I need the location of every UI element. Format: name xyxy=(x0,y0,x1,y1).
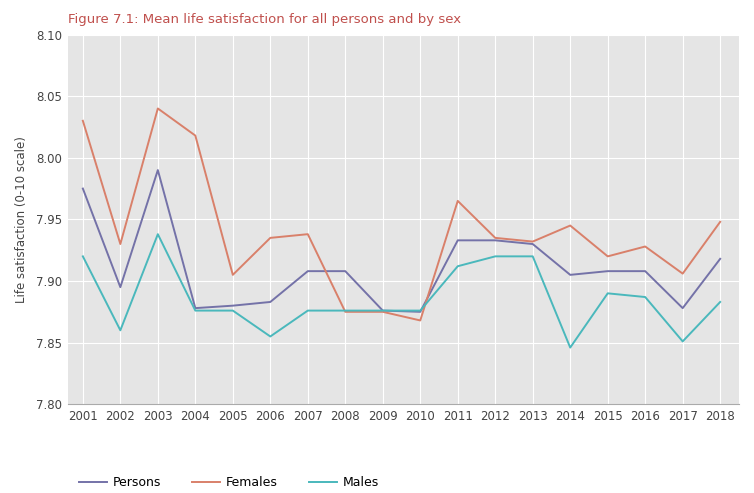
Males xyxy=(641,294,650,300)
Males xyxy=(529,253,538,259)
Persons xyxy=(153,167,162,173)
Persons xyxy=(265,299,274,305)
Persons xyxy=(191,305,200,311)
Persons xyxy=(566,272,575,278)
Males xyxy=(678,339,687,345)
Males xyxy=(716,299,725,305)
Males xyxy=(153,231,162,237)
Males xyxy=(191,308,200,314)
Persons xyxy=(453,237,462,243)
Females xyxy=(566,223,575,229)
Males xyxy=(116,327,125,333)
Persons xyxy=(641,268,650,274)
Females xyxy=(153,106,162,111)
Persons xyxy=(491,237,500,243)
Females xyxy=(116,241,125,247)
Persons xyxy=(716,256,725,262)
Text: Figure 7.1: Mean life satisfaction for all persons and by sex: Figure 7.1: Mean life satisfaction for a… xyxy=(68,13,461,27)
Persons xyxy=(678,305,687,311)
Females xyxy=(453,198,462,204)
Males xyxy=(603,290,612,296)
Males xyxy=(341,308,350,314)
Females xyxy=(265,235,274,241)
Persons xyxy=(341,268,350,274)
Males xyxy=(415,308,425,314)
Males xyxy=(491,253,500,259)
Males xyxy=(78,253,87,259)
Females xyxy=(603,253,612,259)
Males xyxy=(303,308,312,314)
Females xyxy=(191,133,200,139)
Legend: Persons, Females, Males: Persons, Females, Males xyxy=(74,471,385,493)
Females xyxy=(529,239,538,245)
Males xyxy=(453,263,462,269)
Males xyxy=(379,308,388,314)
Persons xyxy=(603,268,612,274)
Line: Females: Females xyxy=(83,108,720,320)
Persons xyxy=(415,309,425,315)
Females xyxy=(78,118,87,124)
Line: Persons: Persons xyxy=(83,170,720,312)
Females xyxy=(415,317,425,323)
Males xyxy=(228,308,238,314)
Y-axis label: Life satisfaction (0-10 scale): Life satisfaction (0-10 scale) xyxy=(15,136,28,303)
Persons xyxy=(529,241,538,247)
Females xyxy=(228,272,238,278)
Persons xyxy=(303,268,312,274)
Females xyxy=(491,235,500,241)
Males xyxy=(566,345,575,351)
Persons xyxy=(78,186,87,192)
Females xyxy=(716,219,725,225)
Persons xyxy=(228,303,238,309)
Females xyxy=(641,244,650,249)
Females xyxy=(379,309,388,315)
Females xyxy=(303,231,312,237)
Line: Males: Males xyxy=(83,234,720,348)
Persons xyxy=(116,284,125,290)
Males xyxy=(265,333,274,339)
Persons xyxy=(379,308,388,314)
Females xyxy=(678,271,687,277)
Females xyxy=(341,309,350,315)
